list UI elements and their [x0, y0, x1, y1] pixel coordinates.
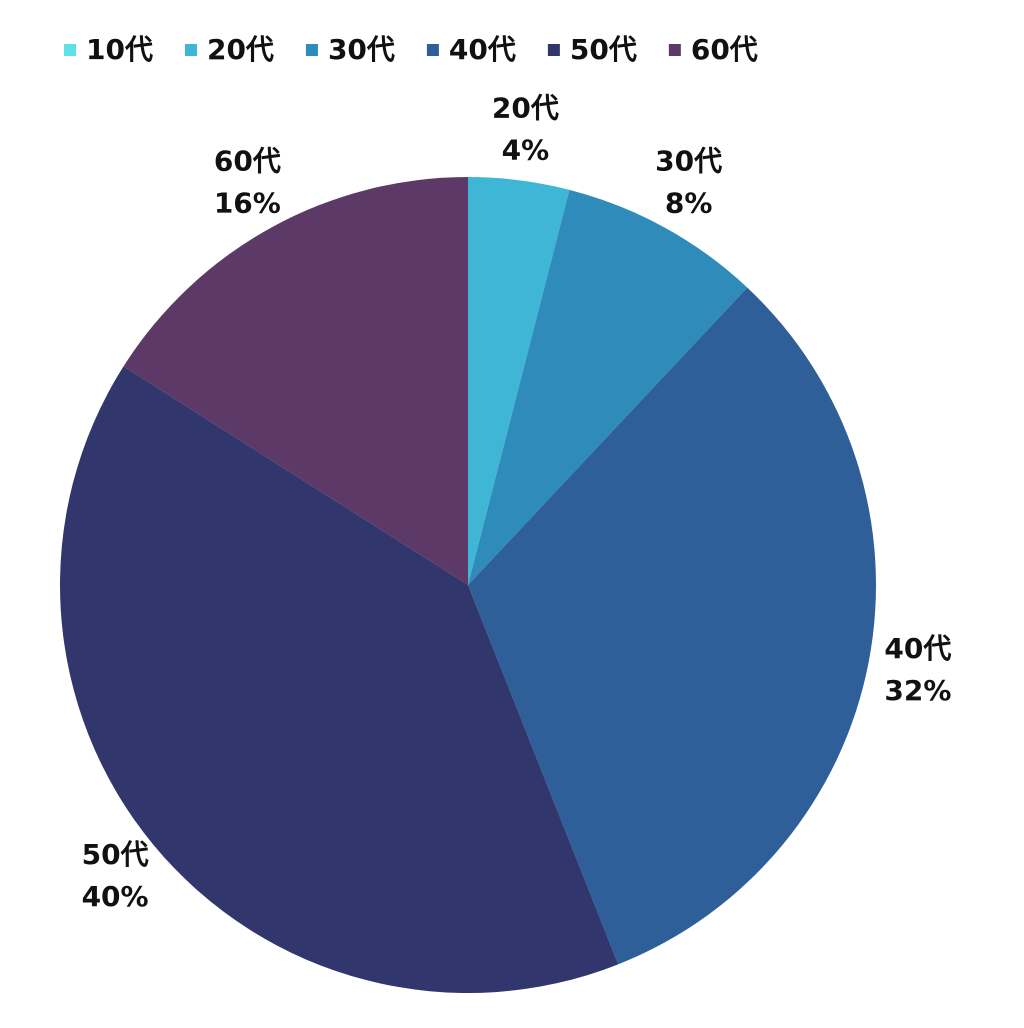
legend-marker	[64, 44, 76, 56]
legend-label: 10代	[86, 33, 153, 66]
legend-label: 30代	[328, 33, 395, 66]
legend-label: 50代	[570, 33, 637, 66]
slice-category-label: 50代	[82, 838, 149, 871]
legend-marker	[547, 44, 560, 56]
legend-marker	[305, 44, 318, 56]
slice-value-label: 16%	[214, 187, 281, 220]
slice-value-label: 40%	[82, 880, 149, 913]
pie-slice	[123, 177, 468, 585]
slice-category-label: 60代	[214, 145, 281, 178]
slice-category-label: 20代	[492, 92, 559, 125]
slice-value-label: 4%	[502, 134, 550, 167]
legend-marker	[426, 44, 439, 56]
legend-label: 40代	[449, 33, 516, 66]
legend-marker	[184, 44, 197, 56]
slice-value-label: 8%	[665, 187, 713, 220]
pie-slice	[59, 366, 619, 993]
pie-slice	[468, 287, 876, 965]
slice-category-label: 40代	[884, 632, 951, 665]
pie-slice	[468, 189, 748, 586]
legend-marker	[668, 44, 681, 56]
slice-category-label: 30代	[655, 145, 722, 178]
legend-label: 20代	[207, 33, 274, 66]
pie-slice	[468, 177, 570, 585]
legend-label: 60代	[691, 33, 758, 66]
slice-value-label: 32%	[884, 674, 951, 707]
